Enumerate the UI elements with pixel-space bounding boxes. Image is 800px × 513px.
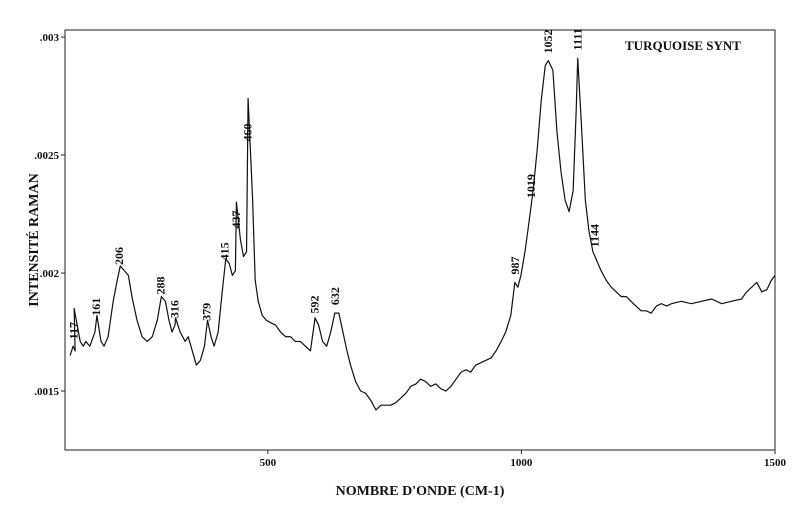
y-tick-label: .0025	[34, 150, 59, 162]
spectrum-line	[69, 57, 776, 411]
peak-label: 632	[328, 287, 342, 305]
peak-label: 316	[168, 300, 182, 318]
peak-label: 117	[67, 322, 81, 339]
peak-label: 206	[112, 247, 126, 265]
peak-label: 161	[89, 298, 103, 316]
plot-frame	[64, 29, 776, 451]
chart-title: TURQUOISE SYNT	[625, 38, 741, 53]
y-tick-label: .0015	[34, 386, 59, 398]
peak-label: 379	[199, 303, 213, 321]
peak-label: 987	[508, 256, 522, 274]
peak-label: 460	[241, 124, 255, 142]
peak-label: 1052	[541, 29, 555, 53]
x-axis-label: NOMBRE D'ONDE (CM-1)	[336, 484, 505, 499]
peak-label: 1019	[524, 174, 538, 198]
peak-label: 592	[308, 296, 322, 314]
y-tick-label: .002	[40, 268, 60, 280]
peak-label: 1111	[571, 28, 585, 50]
x-tick-label: 1000	[510, 457, 533, 469]
y-axis-label: INTENSITÉ RAMAN	[25, 173, 42, 306]
peak-label: 1144	[587, 224, 601, 247]
y-tick-label: .003	[40, 32, 60, 44]
x-tick-label: 500	[260, 457, 277, 469]
peak-label: 288	[153, 277, 167, 295]
x-tick-label: 1500	[764, 457, 787, 469]
peak-label: 415	[218, 242, 232, 260]
peak-label: 437	[229, 210, 243, 228]
